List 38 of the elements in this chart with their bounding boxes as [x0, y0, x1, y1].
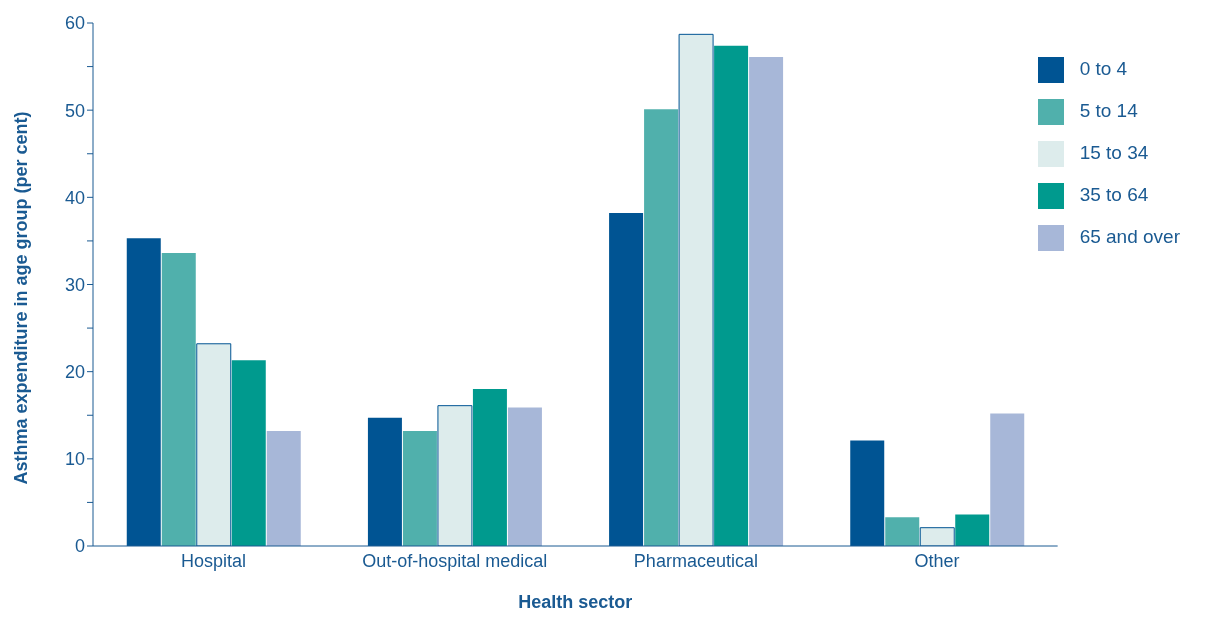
- y-tick-label: 40: [64, 187, 85, 208]
- x-tick-label: Other: [914, 550, 960, 571]
- x-tick-label: Pharmaceutical: [633, 550, 758, 571]
- bar: [196, 343, 232, 546]
- bar: [678, 33, 714, 546]
- bar: [437, 405, 473, 546]
- bar: [955, 514, 990, 546]
- legend-label: 15 to 34: [1079, 142, 1149, 163]
- y-tick-label: 50: [64, 100, 85, 121]
- bar: [609, 213, 644, 546]
- x-tick-label: Out-of-hospital medical: [362, 550, 548, 571]
- bar: [990, 413, 1025, 546]
- bar: [885, 517, 920, 546]
- y-tick-label: 20: [64, 362, 85, 383]
- bar: [367, 417, 402, 546]
- y-tick-label: 0: [74, 536, 85, 557]
- x-axis-title: Health sector: [518, 592, 633, 612]
- bar: [161, 253, 196, 546]
- x-tick-label: Hospital: [181, 550, 247, 571]
- legend-label: 35 to 64: [1079, 184, 1149, 205]
- y-axis-title: Asthma expenditure in age group (per cent): [11, 111, 32, 485]
- y-tick-label: 30: [64, 274, 85, 295]
- bar: [472, 389, 507, 546]
- bar: [749, 57, 784, 546]
- bar: [714, 45, 749, 546]
- y-tick-label: 10: [64, 449, 85, 470]
- legend-label: 0 to 4: [1079, 58, 1128, 79]
- bar: [850, 440, 885, 546]
- bar: [644, 109, 679, 546]
- bar: [507, 407, 542, 546]
- bar: [402, 430, 437, 546]
- bar: [919, 527, 955, 546]
- legend-label: 65 and over: [1079, 226, 1180, 247]
- bar: [231, 360, 266, 546]
- bar: [266, 430, 301, 546]
- bar: [126, 238, 161, 546]
- y-tick-label: 60: [64, 13, 85, 34]
- legend-label: 5 to 14: [1079, 100, 1138, 121]
